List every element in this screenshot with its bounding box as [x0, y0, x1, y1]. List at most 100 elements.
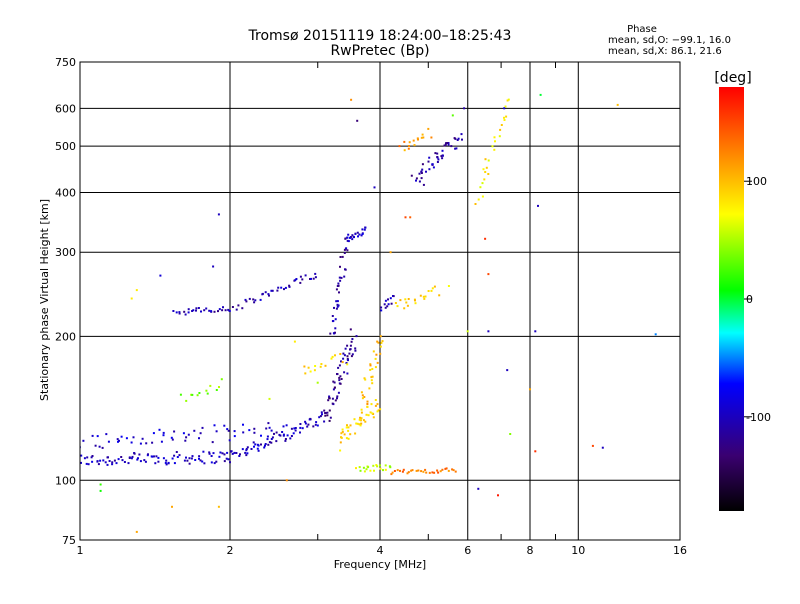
- data-point: [261, 293, 264, 296]
- data-point: [233, 430, 236, 433]
- data-point: [339, 449, 342, 452]
- data-point: [356, 422, 359, 425]
- data-point: [178, 454, 181, 457]
- data-point: [474, 203, 477, 205]
- data-point: [349, 424, 352, 427]
- data-point: [329, 416, 332, 419]
- data-point: [96, 460, 99, 463]
- data-point: [366, 400, 369, 403]
- data-point: [420, 136, 423, 139]
- data-point: [351, 353, 354, 356]
- data-point: [427, 127, 430, 130]
- data-point: [452, 469, 455, 472]
- data-point: [281, 431, 284, 433]
- data-point: [280, 286, 283, 289]
- data-point: [376, 410, 379, 413]
- data-point: [121, 459, 124, 462]
- data-point: [371, 382, 374, 385]
- data-point: [354, 432, 357, 435]
- data-point: [381, 340, 384, 343]
- data-point: [351, 234, 354, 237]
- data-point: [125, 437, 128, 440]
- data-point: [379, 467, 382, 470]
- data-point: [191, 310, 194, 312]
- x-tick-label: 4: [377, 544, 384, 557]
- data-point: [145, 442, 148, 445]
- data-point: [350, 355, 353, 358]
- data-point: [253, 301, 256, 304]
- y-tick-label: 750: [55, 56, 76, 69]
- data-point: [135, 530, 138, 533]
- data-point: [282, 434, 285, 437]
- data-point: [105, 433, 108, 436]
- data-point: [343, 371, 346, 374]
- data-point: [392, 295, 395, 298]
- data-point: [222, 306, 224, 309]
- data-point: [372, 416, 375, 419]
- data-point: [389, 466, 392, 469]
- data-point: [371, 412, 374, 415]
- data-point: [383, 303, 386, 306]
- data-point: [332, 320, 335, 322]
- data-point: [360, 408, 363, 411]
- data-point: [257, 449, 260, 452]
- data-point: [324, 414, 327, 417]
- data-point: [370, 403, 373, 406]
- data-point: [338, 379, 341, 382]
- data-point: [390, 473, 393, 476]
- data-point: [439, 470, 442, 473]
- data-point: [231, 306, 234, 308]
- data-point: [159, 274, 162, 277]
- data-point: [267, 422, 270, 425]
- data-point: [227, 429, 230, 432]
- data-point: [362, 466, 365, 469]
- plot-frame: [79, 61, 681, 541]
- data-point: [335, 300, 338, 303]
- data-point: [153, 455, 155, 458]
- data-point: [185, 399, 188, 402]
- data-point: [457, 137, 460, 140]
- data-point: [155, 455, 158, 458]
- data-point: [427, 160, 430, 163]
- data-point: [336, 397, 338, 400]
- data-point: [529, 388, 531, 391]
- data-point: [446, 142, 449, 144]
- chart-subtitle: RwPretec (Bp): [330, 43, 429, 59]
- data-point: [339, 279, 342, 282]
- data-point: [436, 161, 439, 163]
- data-point: [389, 297, 392, 300]
- data-point: [151, 455, 154, 458]
- data-point: [141, 437, 144, 440]
- data-point: [347, 240, 350, 243]
- data-point: [256, 447, 259, 450]
- data-point: [430, 289, 433, 292]
- data-point: [419, 294, 422, 297]
- data-point: [404, 216, 407, 219]
- data-point: [242, 431, 245, 434]
- phase-box-title: Phase: [627, 24, 657, 35]
- data-point: [601, 446, 604, 449]
- data-point: [340, 432, 343, 435]
- data-point: [379, 352, 382, 355]
- data-point: [309, 418, 312, 421]
- data-point: [351, 338, 354, 340]
- data-point: [90, 456, 93, 459]
- data-point: [270, 441, 273, 444]
- data-point: [421, 163, 424, 166]
- data-point: [91, 455, 94, 457]
- data-point: [389, 251, 392, 254]
- data-point: [136, 458, 139, 461]
- phase-box-line-o: mean, sd,O: −99.1, 16.0: [608, 35, 731, 46]
- data-point: [375, 464, 378, 466]
- data-point: [365, 413, 368, 416]
- data-point: [418, 180, 421, 183]
- data-point: [160, 440, 163, 443]
- data-point: [260, 434, 262, 437]
- data-point: [416, 137, 419, 140]
- data-point: [299, 281, 302, 284]
- data-point: [379, 408, 382, 411]
- data-point: [360, 234, 363, 237]
- data-point: [420, 470, 423, 473]
- data-point: [364, 378, 367, 381]
- data-point: [348, 352, 351, 355]
